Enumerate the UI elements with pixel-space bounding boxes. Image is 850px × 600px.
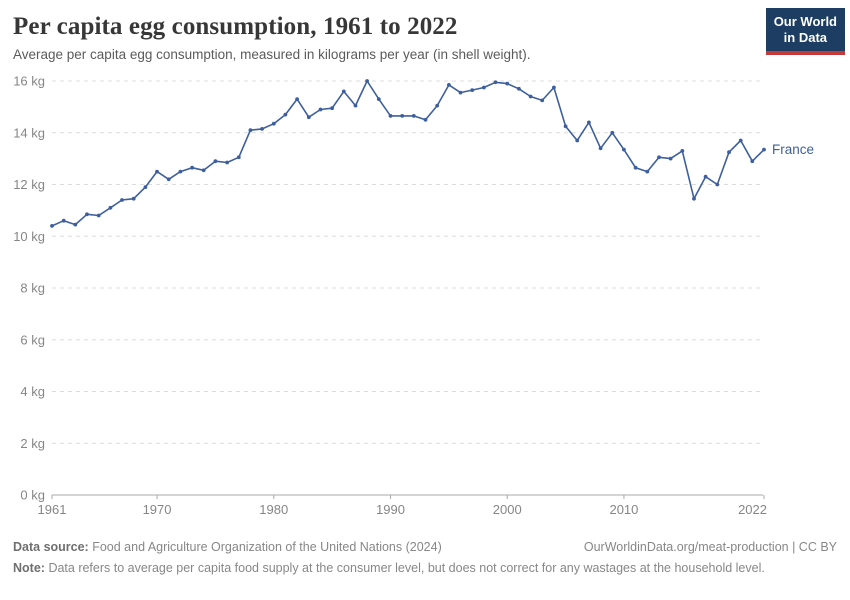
line-chart[interactable]: 0 kg 2 kg 4 kg 6 kg 8 kg 10 kg 12 kg 14 kg 16 kg…: [0, 66, 850, 528]
data-point[interactable]: [61, 218, 66, 223]
series-label-france[interactable]: France: [772, 142, 814, 157]
note-text: Data refers to average per capita food s…: [48, 561, 765, 575]
x-tick-label: 2010: [609, 502, 638, 517]
data-point[interactable]: [73, 222, 78, 227]
data-point[interactable]: [528, 94, 533, 99]
data-point[interactable]: [225, 160, 230, 165]
data-point[interactable]: [738, 138, 743, 143]
page-title: Per capita egg consumption, 1961 to 2022: [13, 13, 458, 40]
data-source-text: Food and Agriculture Organization of the…: [92, 540, 442, 554]
owid-url-link[interactable]: OurWorldinData.org/meat-production | CC …: [583, 540, 837, 554]
data-point[interactable]: [493, 80, 498, 85]
data-point[interactable]: [703, 174, 708, 179]
data-point[interactable]: [190, 165, 195, 170]
data-point[interactable]: [470, 88, 475, 92]
x-tick-label: 2000: [493, 502, 522, 517]
data-point[interactable]: [85, 212, 89, 217]
data-point[interactable]: [505, 81, 510, 86]
series-line-france[interactable]: [51, 80, 765, 227]
data-point[interactable]: [680, 149, 685, 153]
chart-footer: Data source: Food and Agriculture Organi…: [0, 528, 850, 579]
data-point[interactable]: [482, 85, 486, 90]
data-point[interactable]: [120, 198, 124, 202]
y-tick-label: 8 kg: [20, 281, 45, 296]
data-point[interactable]: [155, 169, 159, 174]
data-point[interactable]: [622, 147, 626, 152]
data-point[interactable]: [411, 114, 416, 118]
y-tick-label: 12 kg: [13, 177, 45, 192]
data-point[interactable]: [575, 138, 580, 143]
y-tick-label: 0 kg: [20, 488, 45, 503]
data-source-label: Data source:: [13, 540, 89, 554]
data-point[interactable]: [762, 147, 766, 152]
data-point[interactable]: [143, 185, 148, 189]
data-point[interactable]: [353, 103, 358, 108]
data-point[interactable]: [458, 90, 463, 95]
y-tick-label: 2 kg: [20, 436, 45, 451]
data-point[interactable]: [423, 117, 428, 122]
data-point[interactable]: [517, 86, 521, 91]
owid-logo-line1: Our World: [773, 14, 837, 29]
data-point[interactable]: [447, 83, 451, 87]
chart-subtitle: Average per capita egg consumption, meas…: [13, 47, 531, 62]
data-point[interactable]: [260, 127, 264, 131]
data-point[interactable]: [376, 97, 381, 101]
data-point[interactable]: [657, 155, 661, 160]
data-point[interactable]: [341, 89, 346, 94]
chart-note: Note: Data refers to average per capita …: [13, 558, 837, 579]
data-point[interactable]: [388, 114, 393, 118]
data-point[interactable]: [178, 169, 183, 174]
data-point[interactable]: [306, 115, 311, 120]
data-point[interactable]: [201, 168, 206, 173]
data-point[interactable]: [236, 155, 241, 160]
data-point[interactable]: [213, 159, 218, 164]
y-tick-label: 14 kg: [13, 125, 45, 140]
data-point[interactable]: [715, 182, 720, 187]
data-point[interactable]: [598, 146, 603, 151]
data-source: Data source: Food and Agriculture Organi…: [13, 537, 442, 558]
chart-canvas[interactable]: 0 kg 2 kg 4 kg 6 kg 8 kg 10 kg 12 kg 14 kg 16 kg…: [0, 66, 850, 528]
data-point[interactable]: [540, 98, 545, 103]
y-tick-label: 4 kg: [20, 384, 45, 399]
x-tick-label: 1980: [259, 502, 288, 517]
x-tick-label: 2022: [738, 502, 767, 517]
note-label: Note:: [13, 561, 45, 575]
data-point[interactable]: [692, 196, 696, 201]
data-point[interactable]: [750, 159, 755, 164]
x-tick-label: 1990: [376, 502, 405, 517]
data-point[interactable]: [633, 165, 638, 170]
x-tick-label: 1970: [143, 502, 172, 517]
data-point[interactable]: [248, 128, 253, 133]
data-point[interactable]: [552, 85, 556, 90]
data-point[interactable]: [96, 213, 101, 218]
data-point[interactable]: [271, 121, 276, 126]
data-point[interactable]: [108, 205, 113, 210]
data-point[interactable]: [400, 114, 405, 118]
data-point[interactable]: [318, 107, 323, 112]
data-point[interactable]: [610, 130, 615, 135]
data-point[interactable]: [563, 124, 568, 129]
y-tick-label: 10 kg: [13, 229, 45, 244]
chart-header: Per capita egg consumption, 1961 to 2022…: [0, 0, 850, 66]
data-point[interactable]: [166, 177, 171, 182]
data-point[interactable]: [587, 120, 591, 125]
data-point[interactable]: [668, 156, 673, 161]
data-point[interactable]: [283, 112, 288, 117]
data-point[interactable]: [295, 97, 299, 101]
x-tick-label: 1961: [38, 502, 67, 517]
data-point[interactable]: [131, 196, 136, 201]
data-point[interactable]: [727, 150, 731, 155]
y-tick-label: 16 kg: [13, 74, 45, 89]
data-point[interactable]: [365, 79, 369, 83]
owid-logo-line2: in Data: [783, 30, 828, 45]
data-point[interactable]: [330, 106, 334, 111]
data-point[interactable]: [50, 224, 54, 228]
y-tick-label: 6 kg: [20, 332, 45, 347]
data-point[interactable]: [435, 103, 440, 108]
owid-logo: Our World in Data: [765, 8, 845, 55]
data-point[interactable]: [645, 169, 650, 174]
